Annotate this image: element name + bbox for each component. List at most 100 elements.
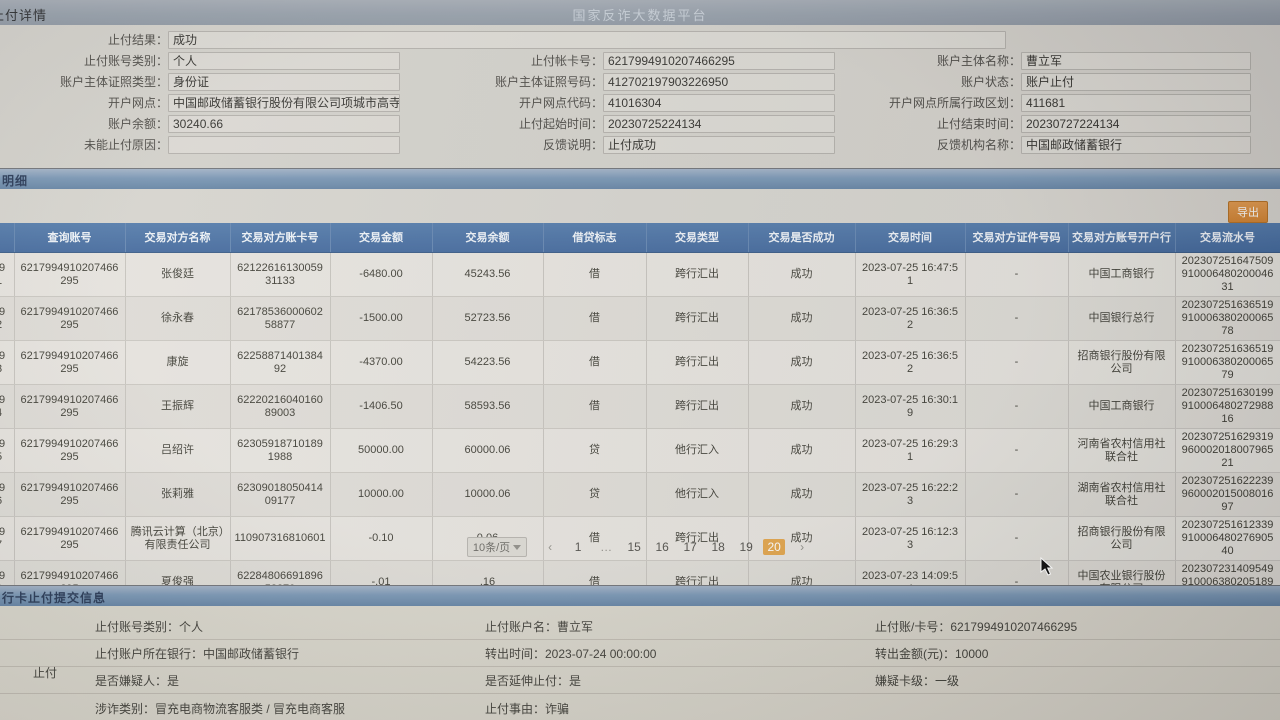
table-cell: 他行汇入: [646, 428, 749, 473]
field-label: 账户主体名称：: [936, 54, 1021, 68]
table-cell: 徐永春: [125, 296, 231, 341]
detail-form-row: 未能止付原因： 反馈说明： 止付成功 反馈机构名称： 中国邮政储蓄银行: [0, 134, 1280, 155]
field-label: 开户网点：: [107, 96, 168, 110]
row-index-cell: 191: [0, 252, 15, 297]
detail-form-row: 开户网点： 中国邮政储蓄银行股份有限公司项城市高寺... 开户网点代码： 410163…: [0, 92, 1280, 113]
submit-info-field: 涉诈类别：冒充电商物流客服类 / 冒充电商客服: [95, 701, 346, 716]
page-button-1[interactable]: 1: [574, 540, 582, 554]
page-button-16[interactable]: 16: [655, 540, 669, 554]
field-label: 止付结束时间：: [936, 117, 1021, 131]
table-row: 1916217994910207466295张俊廷621226161300593…: [0, 252, 1280, 297]
row-index-cell: 195: [0, 428, 15, 473]
pagination: 10条/页 ‹ 1 … 15 16 17 18 19 20 ›: [0, 536, 1280, 558]
table-cell: 招商银行股份有限公司: [1068, 516, 1176, 561]
table-cell: 6217994910207466295: [14, 472, 126, 517]
detail-form-field: 账户主体证照类型： 身份证: [0, 72, 400, 91]
table-cell: -: [965, 252, 1069, 297]
page-button-15[interactable]: 15: [627, 540, 641, 554]
table-cell: 贷: [543, 472, 647, 517]
table-cell: 招商银行股份有限公司: [1068, 340, 1176, 385]
table-cell: 成功: [748, 428, 856, 473]
submit-info-section-bar: 行卡止付提交信息: [0, 585, 1280, 607]
table-cell: -6480.00: [330, 252, 433, 297]
table-cell: 成功: [748, 472, 856, 517]
table-cell: -: [965, 428, 1069, 473]
field-label: 止付帐卡号：: [530, 54, 603, 68]
field-value: 6217994910207466295: [603, 51, 835, 70]
table-cell: 借: [543, 252, 647, 297]
column-header: 交易流水号: [1175, 223, 1280, 253]
table-cell: 湖南省农村信用社联合社: [1068, 472, 1176, 517]
page-button-17[interactable]: 17: [683, 540, 697, 554]
detail-form-field: 账户主体证照号码： 412702197903226950: [400, 72, 835, 91]
field-value: 41016304: [603, 93, 835, 112]
detail-form-field: 账户状态： 账户止付: [835, 72, 1251, 91]
row-index-clipped: 195: [0, 438, 13, 464]
page-button-19[interactable]: 19: [739, 540, 753, 554]
row-index-cell: 193: [0, 340, 15, 385]
table-cell: 6230901805041409177: [230, 472, 331, 517]
detail-form-field: 反馈机构名称： 中国邮政储蓄银行: [835, 135, 1251, 154]
table-row: 1976217994910207466295腾讯云计算（北京）有限责任公司110…: [0, 516, 1280, 561]
table-cell: 54223.56: [432, 340, 544, 385]
table-cell: 借: [543, 296, 647, 341]
transactions-area: 导出 查询账号 交易对方名称 交易对方账卡号 交易金额 交易余额 借贷标志 交易类型 交易是否…: [0, 189, 1280, 605]
table-cell: 6212261613005931133: [230, 252, 331, 297]
field-label: 账户主体证照号码：: [494, 75, 603, 89]
field-value: [168, 135, 400, 154]
submit-info-field: 止付账户名：曹立军: [485, 619, 594, 634]
table-cell: -: [965, 340, 1069, 385]
table-cell: 跨行汇出: [646, 384, 749, 429]
row-index-clipped: 191: [0, 262, 13, 288]
table-cell: 45243.56: [432, 252, 544, 297]
export-button[interactable]: 导出: [1228, 201, 1268, 223]
submit-info-row: 止付账号类别：个人 止付账户名：曹立军 止付账/卡号：621799491020746…: [0, 613, 1280, 640]
detail-form-field: 止付帐卡号： 6217994910207466295: [400, 51, 835, 70]
row-index-clipped: 197: [0, 526, 13, 552]
detail-form-row: 账户主体证照类型： 身份证 账户主体证照号码： 412702197903226950 账…: [0, 71, 1280, 92]
field-label: 账户余额：: [107, 117, 168, 131]
table-cell: 52723.56: [432, 296, 544, 341]
field-value: 20230727224134: [1021, 114, 1251, 133]
submit-info-row: 止付账户所在银行：中国邮政储蓄银行 转出时间：2023-07-24 00:00:0…: [0, 640, 1280, 667]
table-cell: -: [965, 472, 1069, 517]
column-header: 交易类型: [646, 223, 749, 253]
next-page-button[interactable]: ›: [800, 540, 805, 554]
table-cell: 借: [543, 340, 647, 385]
detail-form-field: 止付起始时间： 20230725224134: [400, 114, 835, 133]
field-value: 412702197903226950: [603, 72, 835, 91]
table-cell: 2023-07-25 16:47:51: [855, 252, 966, 297]
row-index-clipped: 193: [0, 350, 13, 376]
table-row: 1936217994910207466295康旋6225887140138492…: [0, 340, 1280, 385]
detail-form-field: 账户余额： 30240.66: [0, 114, 400, 133]
row-index-cell: 194: [0, 384, 15, 429]
platform-title: 国家反诈大数据平台: [572, 8, 708, 23]
table-cell: 河南省农村信用社联合社: [1068, 428, 1176, 473]
submit-info-section-title: 行卡止付提交信息: [2, 591, 107, 605]
table-cell: 跨行汇出: [646, 340, 749, 385]
table-cell: 2023-07-25 16:12:33: [855, 516, 966, 561]
table-cell: 跨行汇出: [646, 252, 749, 297]
table-cell: 10000.00: [330, 472, 433, 517]
submit-info-field: 是否嫌疑人：是: [95, 673, 180, 688]
table-cell: 110907316810601: [230, 516, 331, 561]
page-button-20[interactable]: 20: [763, 539, 786, 555]
table-cell: 20230725163651991000638020006578: [1175, 296, 1280, 341]
table-cell: 贷: [543, 428, 647, 473]
stop-payment-side-label: 止付: [33, 666, 58, 680]
table-cell: 6217994910207466295: [14, 516, 126, 561]
page-size-select[interactable]: 10条/页: [466, 537, 528, 557]
table-cell: -: [965, 296, 1069, 341]
prev-page-button[interactable]: ‹: [548, 540, 553, 554]
field-label: 开户网点所属行政区划：: [888, 96, 1021, 110]
chevron-down-icon: [513, 544, 522, 550]
table-cell: 623059187101891988: [230, 428, 331, 473]
row-index-clipped: 192: [0, 306, 13, 332]
pagination-ellipsis: …: [600, 540, 613, 554]
detail-form-field: 开户网点所属行政区划： 411681: [835, 93, 1251, 112]
column-header: 交易金额: [330, 223, 433, 253]
table-cell: 20230725161233991000648027690540: [1175, 516, 1280, 561]
field-label: 开户网点代码：: [518, 96, 603, 110]
page-button-18[interactable]: 18: [711, 540, 725, 554]
page-title: 止付详情: [0, 8, 48, 23]
